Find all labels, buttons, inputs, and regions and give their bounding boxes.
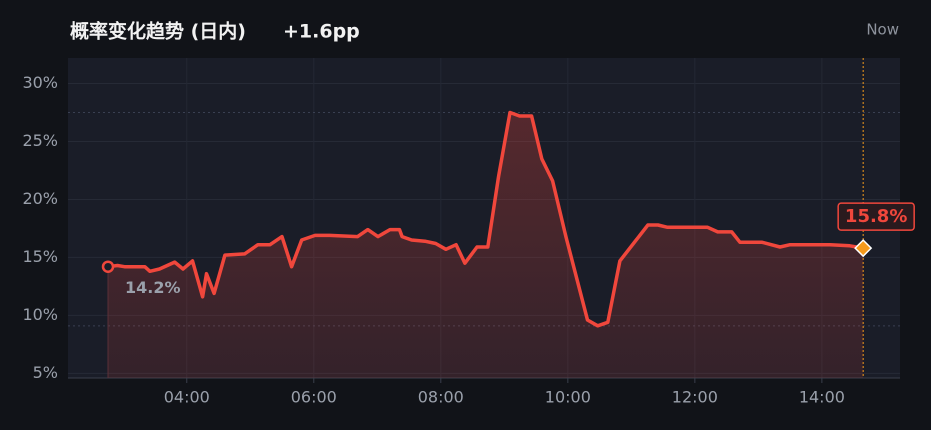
start-marker bbox=[101, 260, 115, 273]
y-tick-label: 30% bbox=[22, 73, 58, 92]
chart-title: 概率变化趋势 (日内) bbox=[70, 20, 246, 43]
x-tick-label: 08:00 bbox=[418, 388, 464, 407]
y-tick-label: 25% bbox=[22, 131, 58, 150]
x-tick-label: 06:00 bbox=[291, 388, 337, 407]
y-tick-label: 20% bbox=[22, 189, 58, 208]
value-label: 14.2% bbox=[125, 278, 181, 297]
now-label: Now bbox=[866, 21, 899, 39]
change: +1.6pp bbox=[283, 21, 360, 43]
end-marker bbox=[854, 239, 873, 258]
value-label-box bbox=[837, 202, 915, 231]
line bbox=[107, 110, 864, 328]
x-tick-label: 10:00 bbox=[545, 388, 591, 407]
x-tick-label: 04:00 bbox=[164, 388, 210, 407]
x-tick-label: 14:00 bbox=[799, 388, 845, 407]
value-label: 15.8% bbox=[845, 206, 907, 227]
y-tick-label: 5% bbox=[33, 363, 58, 382]
x-tick-label: 12:00 bbox=[672, 388, 718, 407]
area bbox=[108, 112, 864, 378]
y-tick-label: 10% bbox=[22, 305, 58, 324]
y-tick-label: 15% bbox=[22, 247, 58, 266]
